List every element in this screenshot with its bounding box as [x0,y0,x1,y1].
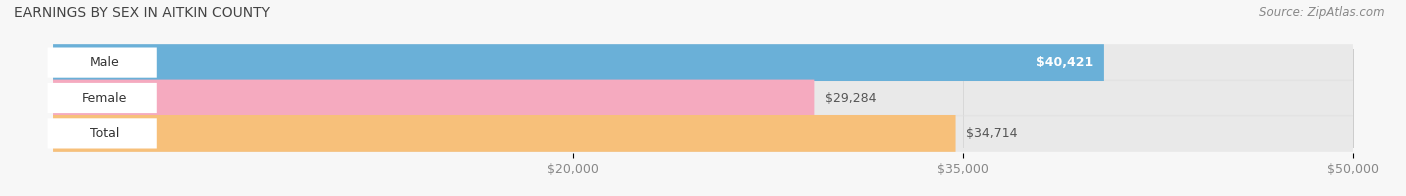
Text: EARNINGS BY SEX IN AITKIN COUNTY: EARNINGS BY SEX IN AITKIN COUNTY [14,6,270,20]
FancyBboxPatch shape [53,44,1104,81]
FancyBboxPatch shape [53,115,956,152]
FancyBboxPatch shape [48,118,157,149]
Text: Male: Male [90,56,120,69]
FancyBboxPatch shape [48,47,157,78]
Text: Female: Female [82,92,127,104]
FancyBboxPatch shape [53,80,1353,116]
FancyBboxPatch shape [48,83,157,113]
FancyBboxPatch shape [53,80,814,116]
Text: $29,284: $29,284 [825,92,876,104]
Text: Source: ZipAtlas.com: Source: ZipAtlas.com [1260,6,1385,19]
Text: $40,421: $40,421 [1036,56,1094,69]
FancyBboxPatch shape [53,44,1353,81]
Text: Total: Total [90,127,120,140]
Text: $34,714: $34,714 [966,127,1018,140]
FancyBboxPatch shape [53,115,1353,152]
